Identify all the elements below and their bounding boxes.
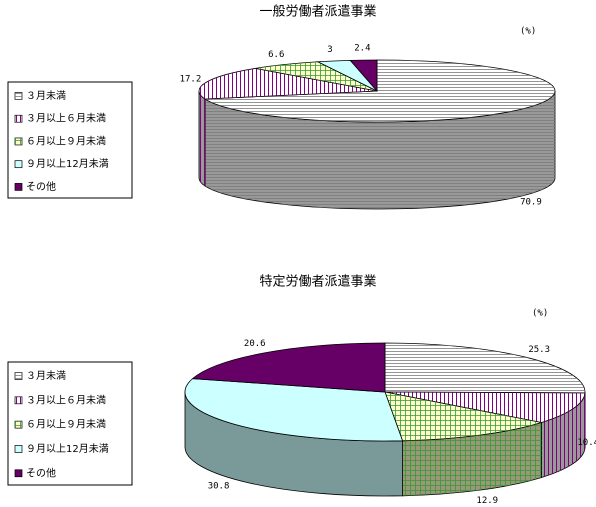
data-label: 2.4 — [354, 44, 370, 54]
slice-texture — [255, 61, 377, 91]
legend-label: ９月以上12月未満 — [26, 158, 109, 170]
slice-side-texture — [541, 392, 585, 478]
legend-label: その他 — [26, 466, 56, 479]
slice-texture — [199, 68, 377, 100]
data-label: 25.3 — [528, 345, 550, 355]
legend-label: ６月以上９月未満 — [26, 419, 106, 431]
data-label: 6.6 — [268, 50, 284, 60]
legend-swatch — [14, 183, 23, 191]
legend-label: ３月以上６月未満 — [26, 113, 106, 125]
slice — [349, 59, 378, 93]
data-label: 30.8 — [208, 481, 230, 491]
slice-texture — [385, 392, 585, 423]
legend-label: ９月以上12月未満 — [26, 443, 109, 455]
legend-box — [7, 81, 133, 199]
legend-label: ３月以上６月未満 — [26, 394, 106, 406]
slice-side-texture — [402, 422, 542, 496]
chart-title: 一般労働者派遣事業 — [259, 4, 376, 20]
slice-texture — [385, 392, 542, 441]
legend-box — [7, 361, 133, 486]
data-label: 20.6 — [244, 339, 266, 349]
slice — [184, 378, 404, 442]
slice-side-texture — [205, 91, 555, 210]
legend-swatch-texture — [15, 137, 22, 145]
legend-swatch-texture — [15, 92, 22, 100]
slice-texture — [205, 60, 556, 123]
data-label: 3 — [327, 45, 332, 55]
legend-swatch — [14, 160, 23, 169]
unit-label: (%) — [532, 309, 548, 319]
data-label: 70.9 — [520, 197, 542, 207]
pie-chart: 特定労働者派遣事業 (%) 25.3 10.4 12.9 30.8 20.6 ３月未満 ３月以上… — [7, 274, 596, 506]
pie-chart: 一般労働者派遣事業 (%) 70.9 17.2 6.6 3 2.4 ３月未満 ３月以上６月未満 ６… — [7, 4, 556, 210]
charts: 一般労働者派遣事業 (%) 70.9 17.2 6.6 3 2.4 ３月未満 ３月以上６月未満 ６… — [7, 4, 596, 506]
legend-swatch — [14, 469, 23, 478]
legend-label: ３月未満 — [26, 90, 66, 102]
legend-swatch-texture — [15, 421, 22, 429]
slice-side-texture — [199, 91, 206, 187]
data-label: 10.4 — [577, 438, 596, 448]
data-label: 17.2 — [180, 75, 202, 85]
data-label: 12.9 — [476, 496, 498, 506]
legend-swatch-texture — [15, 372, 22, 380]
legend-swatch-texture — [15, 115, 22, 123]
chart-title: 特定労働者派遣事業 — [259, 274, 376, 290]
slice-texture — [385, 343, 585, 393]
legend-label: その他 — [26, 180, 56, 193]
slice — [191, 342, 386, 393]
legend-label: ６月以上９月未満 — [26, 135, 106, 147]
unit-label: (%) — [520, 27, 536, 37]
legend-label: ３月未満 — [26, 370, 66, 382]
legend-swatch — [14, 445, 23, 453]
legend-swatch-texture — [15, 396, 22, 404]
